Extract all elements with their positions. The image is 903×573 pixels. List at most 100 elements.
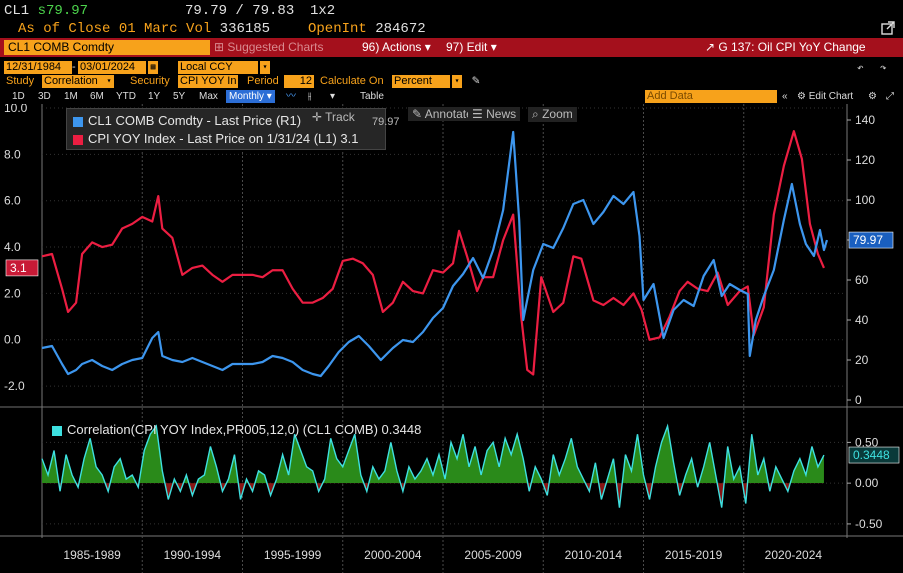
security-input[interactable]: CPI YOY In — [178, 75, 238, 88]
chart-title[interactable]: ↗ G 137: Oil CPI YoY Change — [705, 40, 866, 54]
candlestick-icon[interactable]: ⫲ — [308, 91, 312, 102]
corr-tick-label: 0.50 — [855, 435, 879, 449]
cpi-swatch — [73, 134, 83, 145]
undo-icon[interactable]: ↶ — [857, 63, 864, 75]
chart-lines — [41, 130, 829, 508]
cpi-current-badge: 3.1 — [5, 259, 39, 277]
y-left-tick-label: 0.0 — [4, 333, 21, 347]
period-input[interactable]: 12 — [284, 75, 314, 88]
add-data-field[interactable]: Add Data — [645, 90, 777, 103]
collapse-icon[interactable]: « — [782, 91, 788, 102]
chart-axes: 1985-1989 1990-1994 1995-1999 2000-2004 2005… — [4, 104, 900, 562]
table-button[interactable]: Table — [360, 91, 384, 102]
y-left-tick-label: 10.0 — [4, 104, 28, 115]
date-separator: - — [72, 61, 76, 73]
oi-value: 284672 — [375, 21, 426, 37]
cpi-current-badge-text: 3.1 — [10, 261, 27, 275]
range-5y[interactable]: 5Y — [173, 91, 186, 102]
annotate-tool[interactable]: ✎ Annotate — [408, 107, 477, 121]
y-right-tick-label: 40 — [855, 313, 869, 327]
x-tick-label: 1995-1999 — [264, 548, 322, 562]
start-date-field[interactable]: 12/31/1984 — [4, 61, 72, 74]
chevron-down-icon[interactable]: ▾ — [452, 75, 462, 88]
corr-swatch — [52, 425, 62, 436]
legend-corr: Correlation(CPI YOY Index,PR005,12,0) (C… — [52, 422, 421, 437]
line-chart-icon[interactable]: 〰 — [286, 91, 296, 102]
oil-series-line — [41, 130, 829, 378]
range-1y[interactable]: 1Y — [148, 91, 161, 102]
range-ytd[interactable]: YTD — [116, 91, 136, 102]
zoom-tool[interactable]: ⌕ Zoom — [528, 107, 577, 122]
currency-field[interactable]: Local CCY — [178, 61, 258, 74]
x-tick-label: 2020-2024 — [765, 548, 823, 562]
chevron-down-icon[interactable]: ▾ — [260, 61, 270, 74]
settings-icon[interactable]: ⚙ — [868, 91, 877, 102]
pencil-icon[interactable]: ✎ — [472, 73, 480, 88]
chart-toolbar: ⊞ Suggested Charts 96) Actions ▾ 97) Edi… — [0, 38, 903, 57]
calendar-icon[interactable]: ▦ — [148, 61, 158, 74]
legend-box: CL1 COMB Comdty - Last Price (R1) CPI YO… — [66, 108, 386, 150]
last-prefix: s — [37, 3, 47, 19]
oil-current-badge: 79.97 — [848, 231, 894, 249]
range-1d[interactable]: 1D — [12, 91, 25, 102]
corr-area-positive — [42, 426, 824, 484]
suggested-icon: ⊞ — [214, 40, 228, 54]
legend-cpi: CPI YOY Index - Last Price on 1/31/24 (L… — [73, 131, 359, 146]
range-6m[interactable]: 6M — [90, 91, 104, 102]
actions-menu[interactable]: 96) Actions ▾ — [362, 40, 431, 54]
track-tool[interactable]: ✛ Track — [312, 110, 355, 124]
trade-size: 1x2 — [310, 3, 336, 19]
y-right-tick-label: 60 — [855, 273, 869, 287]
y-left-tick-label: -2.0 — [4, 379, 25, 393]
corr-area-negative — [42, 483, 824, 508]
corr-current-badge-text: 0.3448 — [853, 448, 890, 462]
chart-canvas[interactable]: 1985-1989 1990-1994 1995-1999 2000-2004 2005… — [0, 104, 903, 573]
y-right-tick-label: 20 — [855, 353, 869, 367]
y-left-tick-label: 6.0 — [4, 194, 21, 208]
calc-field[interactable]: Percent — [392, 75, 450, 88]
corr-line — [41, 423, 825, 508]
pop-out-icon[interactable] — [880, 20, 896, 36]
range-1m[interactable]: 1M — [64, 91, 78, 102]
suggested-charts-button[interactable]: ⊞ Suggested Charts — [214, 40, 324, 54]
news-icon: ☰ — [472, 107, 483, 121]
track-value: 79.97 — [372, 116, 400, 128]
legend-oil: CL1 COMB Comdty - Last Price (R1) — [73, 113, 301, 128]
y-left-tick-label: 2.0 — [4, 286, 21, 300]
end-date-field[interactable]: 03/01/2024 — [78, 61, 146, 74]
magnifier-icon: ⌕ — [532, 107, 539, 121]
chevron-down-icon[interactable]: ▾ — [104, 75, 114, 88]
cpi-series-line — [41, 130, 825, 376]
corr-current-badge: 0.3448 — [848, 446, 900, 464]
expand-icon[interactable]: ⤢ — [886, 91, 894, 102]
frequency-select[interactable]: Monthly ▾ — [226, 90, 275, 103]
security-field[interactable]: CL1 COMB Comdty — [4, 40, 210, 55]
corr-tick-label: -0.50 — [855, 517, 883, 531]
period-label: Period — [247, 75, 279, 87]
dropdown-arrow-icon: ▾ — [421, 40, 431, 54]
range-3d[interactable]: 3D — [38, 91, 51, 102]
redo-icon[interactable]: ↷ — [880, 63, 887, 75]
x-tick-label: 1990-1994 — [164, 548, 222, 562]
oil-swatch — [73, 116, 83, 127]
oi-label: OpenInt — [308, 21, 367, 37]
y-left-tick-label: 4.0 — [4, 240, 21, 254]
edit-chart-button[interactable]: ⚙ Edit Chart — [797, 91, 854, 102]
dropdown-arrow-icon[interactable]: ▾ — [330, 91, 336, 102]
gear-icon: ⚙ — [797, 91, 809, 102]
oil-current-badge-text: 79.97 — [853, 233, 883, 247]
range-max[interactable]: Max — [199, 91, 218, 102]
edit-menu[interactable]: 97) Edit ▾ — [446, 40, 497, 54]
study-field[interactable]: Correlation — [42, 75, 104, 88]
y-right-tick-label: 120 — [855, 153, 875, 167]
bid-ask: 79.79 / 79.83 — [185, 3, 295, 19]
study-label: Study — [6, 75, 35, 87]
y-right-tick-label: 100 — [855, 193, 875, 207]
chart-grid — [0, 104, 903, 573]
vol-label: Vol — [186, 21, 212, 37]
vol-value: 336185 — [219, 21, 271, 37]
news-tool[interactable]: ☰ News — [468, 107, 521, 121]
header-line-1: CL1 s79.97 — [4, 3, 88, 19]
corr-current-badge-bg — [848, 446, 900, 464]
as-of-date: 01 Marc — [118, 21, 178, 37]
